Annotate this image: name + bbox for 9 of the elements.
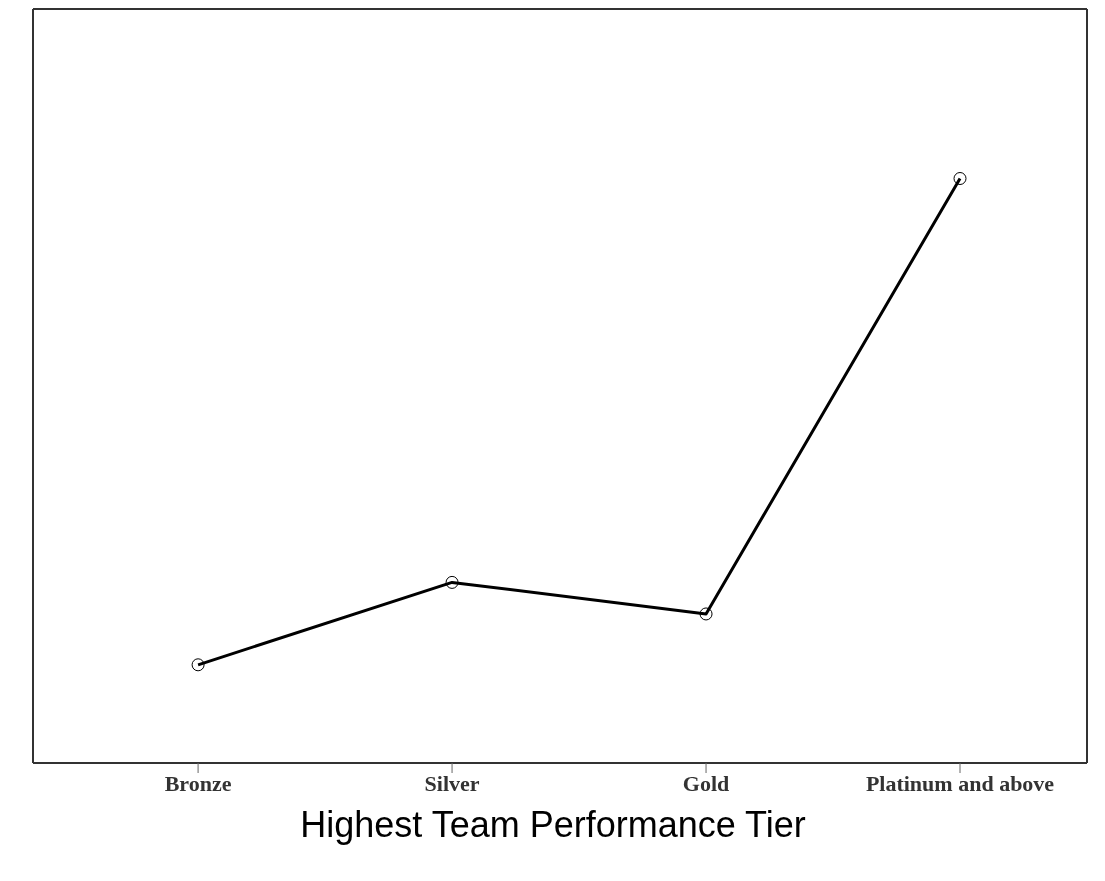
point xyxy=(191,658,205,672)
x-tick-label: Silver xyxy=(424,770,480,796)
x-tick-label: Platinum and above xyxy=(865,770,1055,796)
x-axis-title: Highest Team Performance Tier xyxy=(299,804,807,846)
x-tick-label: Gold xyxy=(682,770,730,796)
point xyxy=(445,575,459,589)
point xyxy=(699,607,713,621)
point xyxy=(953,172,967,185)
x-tick-label: Bronze xyxy=(164,770,232,796)
